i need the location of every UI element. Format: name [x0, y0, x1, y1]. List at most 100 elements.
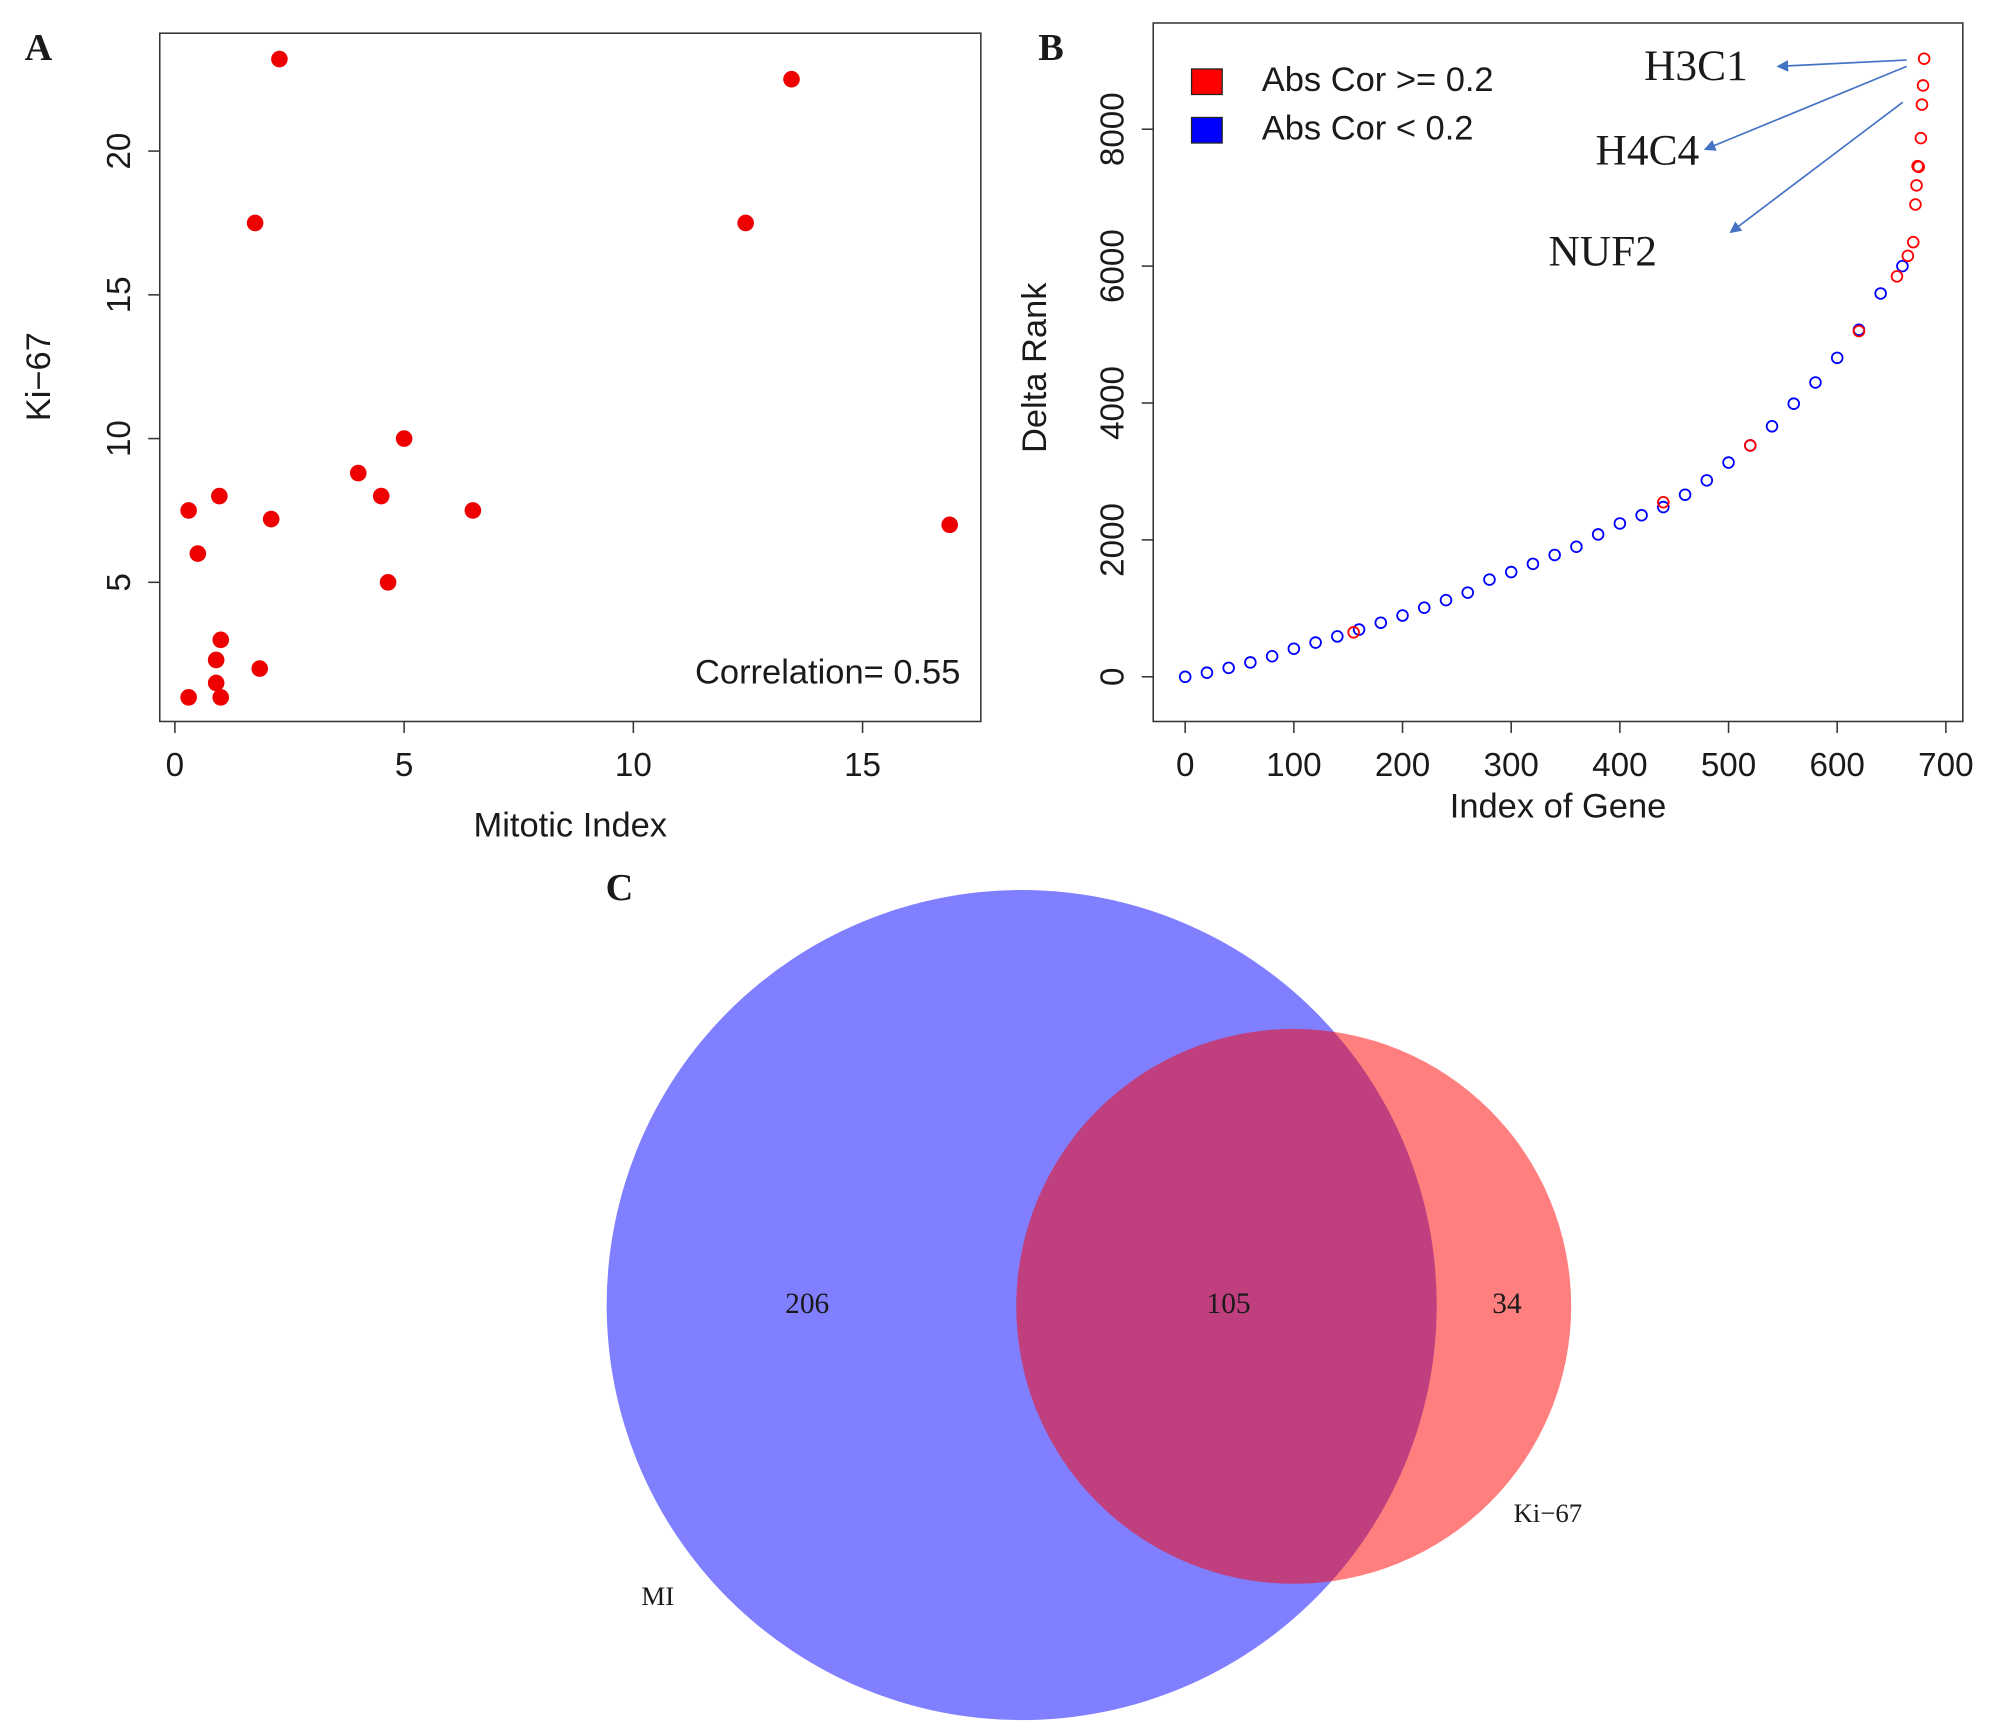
y-axis-label: Ki−67: [20, 332, 58, 421]
point: [1396, 609, 1409, 622]
point: [349, 464, 367, 482]
panel-label: C: [606, 867, 634, 909]
legend-swatch: [1190, 116, 1223, 144]
point: [1912, 160, 1925, 174]
point: [1635, 508, 1648, 522]
point: [1613, 517, 1627, 530]
count-label: 206: [785, 1288, 829, 1320]
point: [1901, 249, 1915, 263]
x-tick-label: 600: [1810, 747, 1865, 784]
point: [1222, 661, 1235, 675]
y-tick-label: 20: [101, 133, 138, 170]
point: [1910, 179, 1923, 192]
point: [1287, 642, 1301, 655]
point: [1916, 79, 1930, 92]
point: [1765, 420, 1779, 433]
point: [783, 70, 800, 88]
point: [189, 545, 207, 562]
point: [1896, 259, 1909, 273]
count-label: 34: [1492, 1288, 1522, 1320]
point: [941, 516, 958, 534]
point: [246, 214, 264, 232]
x-axis-label: Mitotic Index: [474, 807, 667, 845]
point: [1418, 601, 1431, 614]
set-label: Ki−67: [1513, 1498, 1582, 1528]
x-tick-label: 5: [395, 747, 413, 784]
point: [1504, 565, 1518, 579]
point: [262, 510, 280, 528]
point: [372, 487, 390, 505]
y-tick-label: 5: [101, 573, 138, 591]
point: [1483, 573, 1496, 586]
x-tick-label: 10: [615, 747, 652, 784]
count-label: 105: [1207, 1288, 1251, 1320]
point: [379, 574, 397, 591]
point: [180, 689, 197, 706]
x-tick-label: 15: [844, 747, 881, 784]
point: [211, 487, 228, 505]
point: [251, 660, 269, 677]
plot-box: [158, 32, 982, 723]
point: [1907, 235, 1920, 249]
point: [1200, 666, 1214, 679]
point: [1830, 351, 1844, 365]
plot-box: [1152, 22, 1964, 723]
x-axis-label: Index of Gene: [1450, 787, 1667, 825]
x-tick-label: 300: [1484, 747, 1539, 784]
annotation: H4C4: [1596, 126, 1700, 174]
point: [1178, 670, 1192, 684]
point: [1439, 593, 1453, 607]
annotation-arrow: [1729, 101, 1904, 234]
point: [395, 430, 413, 447]
point: [1526, 557, 1540, 571]
legend-label: Abs Cor < 0.2: [1262, 109, 1474, 147]
annotation: Correlation= 0.55: [695, 653, 960, 691]
point: [464, 502, 482, 519]
set-label: MI: [641, 1581, 674, 1611]
point: [207, 651, 225, 669]
point: [1914, 131, 1928, 145]
x-tick-label: 100: [1266, 747, 1321, 784]
point: [271, 50, 288, 68]
annotation: H3C1: [1644, 42, 1748, 90]
point: [212, 631, 230, 649]
point: [1657, 500, 1670, 514]
point: [1915, 98, 1929, 111]
annotation: NUF2: [1548, 227, 1657, 275]
annotation-arrow: [1703, 65, 1907, 151]
point: [1548, 548, 1561, 562]
legend-swatch: [1190, 68, 1223, 96]
point: [207, 674, 225, 692]
y-tick-label: 2000: [1095, 503, 1132, 577]
point: [1678, 488, 1692, 501]
point: [1809, 376, 1822, 389]
x-tick-label: 0: [1176, 747, 1194, 784]
point: [1917, 52, 1931, 65]
y-tick-label: 8000: [1095, 92, 1132, 166]
panel-label: B: [1038, 27, 1064, 69]
point: [737, 214, 754, 232]
point: [1744, 439, 1757, 452]
legend-label: Abs Cor >= 0.2: [1262, 61, 1494, 99]
point: [1265, 649, 1279, 663]
set-circle: [1016, 1028, 1572, 1584]
y-tick-label: 15: [101, 276, 138, 313]
point: [1787, 397, 1800, 410]
point: [1909, 198, 1922, 211]
y-axis-label: Delta Rank: [1016, 282, 1054, 453]
point: [1570, 540, 1583, 553]
panel-label: A: [25, 27, 53, 69]
point: [1700, 474, 1714, 487]
point: [1852, 324, 1866, 338]
x-tick-label: 400: [1592, 747, 1647, 784]
point: [1347, 626, 1360, 639]
point: [1461, 586, 1474, 599]
y-tick-label: 6000: [1095, 229, 1132, 303]
point: [1331, 630, 1344, 643]
point: [1244, 656, 1257, 669]
point: [1657, 495, 1670, 509]
y-tick-label: 10: [101, 420, 138, 457]
annotation-arrow: [1776, 59, 1907, 72]
